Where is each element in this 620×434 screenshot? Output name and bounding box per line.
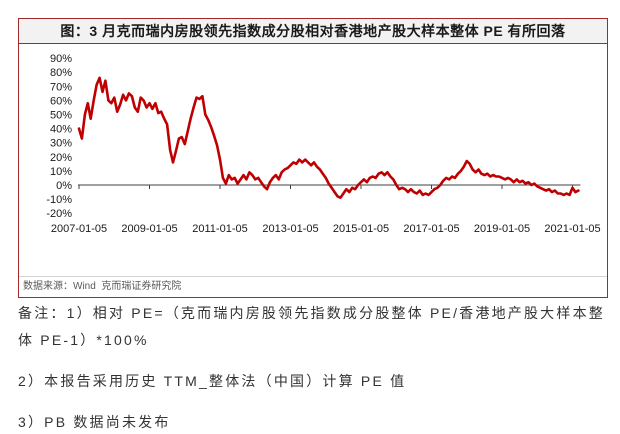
note-line: 3）PB 数据尚未发布	[18, 414, 171, 430]
note-line: 2）本报告采用历史 TTM_整体法（中国）计算 PE 值	[18, 373, 407, 389]
figure-title: 图：3 月克而瑞内房股领先指数成分股相对香港地产股大样本整体 PE 有所回落	[19, 19, 607, 44]
note-line: 备注：1）相对 PE=（克而瑞内房股领先指数成分股整体 PE/香港地产股大样本整	[18, 305, 605, 321]
note-line: 体 PE-1）*100%	[18, 332, 149, 348]
data-source-note: 数据来源：Wind 克而瑞证券研究院	[19, 276, 607, 297]
figure-frame: 图：3 月克而瑞内房股领先指数成分股相对香港地产股大样本整体 PE 有所回落 数…	[18, 18, 608, 298]
